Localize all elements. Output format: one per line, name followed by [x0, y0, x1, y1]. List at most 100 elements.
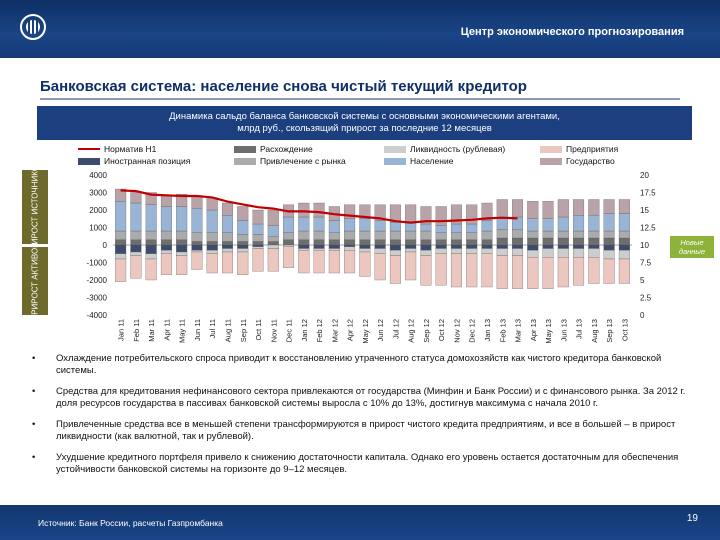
bar-segment-foreign — [206, 244, 218, 251]
x-tick-label: Oct 12 — [437, 319, 446, 341]
bar-segment-population — [206, 209, 218, 233]
bar-segment-market — [496, 229, 508, 239]
legend-item-normativ: Норматив Н1 — [78, 144, 156, 154]
y-tick-label-right: 2.5 — [640, 294, 652, 303]
legend-item-foreign: Иностранная позиция — [78, 156, 190, 166]
bar-segment-government — [527, 201, 539, 219]
bar-segment-liquidity — [450, 248, 462, 254]
x-tick-label: Aug 11 — [223, 319, 232, 342]
bar-segment-government — [191, 195, 203, 209]
bar-segment-foreign — [527, 244, 539, 251]
bar-segment-enterprises — [145, 258, 157, 281]
bar-segment-enterprises — [313, 250, 325, 274]
x-tick-label: Mar 11 — [147, 319, 156, 342]
bar-segment-foreign — [252, 244, 264, 247]
x-tick-label: Jun 12 — [376, 319, 385, 342]
bar-segment-market — [588, 230, 600, 239]
bar-segment-divergence — [557, 237, 569, 246]
bar-segment-divergence — [527, 237, 539, 246]
bar-segment-liquidity — [313, 248, 325, 251]
bar-segment-market — [527, 230, 539, 239]
bar-segment-divergence — [160, 239, 172, 246]
legend-swatch-liquidity — [384, 145, 406, 153]
bar-segment-government — [496, 199, 508, 219]
bar-segment-liquidity — [374, 248, 386, 254]
bar-segment-foreign — [573, 244, 585, 249]
bar-segment-divergence — [267, 241, 279, 246]
bar-segment-liquidity — [603, 250, 615, 260]
bar-segment-divergence — [405, 239, 417, 246]
bar-segment-liquidity — [420, 250, 432, 256]
bar-segment-divergence — [435, 239, 447, 246]
bar-segment-population — [450, 223, 462, 233]
bar-segment-divergence — [420, 239, 432, 246]
bar-segment-population — [130, 202, 142, 232]
bar-segment-market — [420, 230, 432, 240]
bar-segment-market — [573, 230, 585, 239]
bar-segment-divergence — [252, 241, 264, 246]
bar-segment-government — [160, 195, 172, 207]
bar-segment-enterprises — [374, 253, 386, 281]
legend-label-enterprises: Предприятия — [566, 144, 619, 154]
bar-segment-liquidity — [389, 250, 401, 256]
bar-segment-enterprises — [252, 248, 264, 272]
bar-segment-population — [496, 218, 508, 230]
bar-segment-divergence — [206, 241, 218, 246]
bar-segment-population — [221, 215, 233, 233]
bar-segment-enterprises — [359, 251, 371, 277]
bar-segment-government — [145, 192, 157, 205]
x-tick-label: Feb 12 — [315, 319, 324, 342]
stacked-bar-chart: 4000 3000 2000 1000 0 -1000 -2000 -3000 -4000 20 1… — [87, 171, 657, 344]
bar-segment-population — [374, 220, 386, 232]
bar-segment-foreign — [298, 244, 310, 249]
bar-segment-enterprises — [344, 250, 356, 274]
y-tick-label-left: -4000 — [87, 311, 108, 320]
bar-segment-enterprises — [160, 253, 172, 275]
bar-segment-population — [435, 225, 447, 233]
bar-segment-liquidity — [160, 250, 172, 254]
y-tick-label-right: 7.5 — [640, 259, 652, 268]
x-tick-label: Sep 11 — [239, 319, 248, 342]
footer-bar: Источник: Банк России, расчеты Газпромба… — [0, 505, 720, 540]
bar-segment-foreign — [512, 244, 524, 249]
x-tick-label: Mar 13 — [514, 319, 523, 342]
legend-swatch-enterprises — [540, 145, 562, 153]
bar-segment-divergence — [359, 239, 371, 246]
bar-segment-foreign — [145, 244, 157, 254]
bar-segment-population — [389, 222, 401, 232]
bar-segment-enterprises — [588, 257, 600, 284]
bar-segment-market — [603, 230, 615, 239]
bar-segment-divergence — [573, 237, 585, 246]
bar-segment-liquidity — [176, 251, 188, 256]
bar-segment-enterprises — [435, 253, 447, 286]
x-tick-label: Jan 12 — [300, 319, 309, 342]
bar-segment-enterprises — [573, 257, 585, 286]
bar-segment-government — [359, 204, 371, 219]
side-label-sources: ПРИРОСТ ИСТОЧНИКОВ — [22, 159, 48, 255]
bar-segment-liquidity — [466, 248, 478, 254]
bar-segment-liquidity — [252, 246, 264, 249]
y-tick-label-left: -1000 — [87, 259, 108, 268]
bar-segment-liquidity — [496, 248, 508, 256]
bar-segment-government — [603, 199, 615, 214]
x-tick-label: May 11 — [178, 319, 187, 343]
bar-segment-foreign — [481, 244, 493, 249]
legend-label-liquidity: Ликвидность (рублевая) — [410, 144, 506, 154]
bar-segment-government — [252, 209, 264, 225]
bar-segment-enterprises — [130, 255, 142, 279]
bar-segment-market — [267, 236, 279, 242]
legend-swatch-foreign — [78, 157, 100, 165]
header-center-name: Центр экономического прогнозирования — [460, 26, 684, 38]
bar-segment-foreign — [405, 244, 417, 249]
legend-label-market: Привлечение с рынка — [260, 156, 346, 166]
bar-segment-government — [450, 204, 462, 225]
bar-segment-foreign — [130, 244, 142, 253]
legend-label-foreign: Иностранная позиция — [104, 156, 191, 166]
bar-segment-population — [313, 216, 325, 232]
bar-segment-divergence — [481, 239, 493, 246]
bar-segment-population — [298, 216, 310, 232]
bar-segment-foreign — [359, 244, 371, 249]
x-tick-label: Jan 13 — [483, 319, 492, 342]
bar-segment-population — [618, 213, 630, 232]
x-tick-label: Aug 13 — [590, 319, 599, 343]
